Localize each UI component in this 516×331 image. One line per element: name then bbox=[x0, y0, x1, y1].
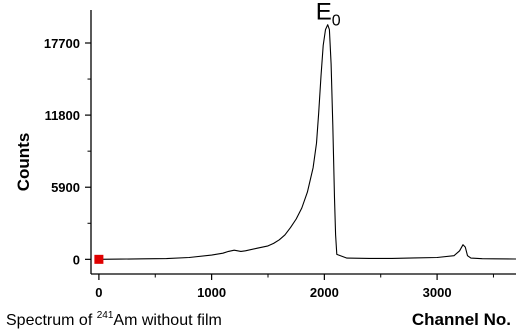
peak-annotation: E0 bbox=[316, 0, 341, 29]
x-tick-label-2000: 2000 bbox=[310, 285, 339, 300]
x-tick-label-3000: 3000 bbox=[423, 285, 452, 300]
y-tick-label-0: 0 bbox=[73, 252, 80, 267]
caption-superscript: 241 bbox=[97, 310, 114, 321]
origin-marker bbox=[94, 254, 104, 264]
peak-annotation-sub: 0 bbox=[332, 12, 341, 29]
x-tick-label-1000: 1000 bbox=[197, 285, 226, 300]
ticks: 0 1000 2000 3000 0 5900 11800 17700 bbox=[44, 36, 494, 300]
y-tick-label-11800: 11800 bbox=[45, 108, 80, 123]
x-tick-label-0: 0 bbox=[95, 285, 102, 300]
x-axis-label: Channel No. bbox=[412, 310, 511, 329]
caption-prefix: Spectrum of bbox=[6, 312, 97, 329]
series-line-0 bbox=[98, 24, 516, 260]
peak-annotation-main: E bbox=[316, 0, 332, 25]
y-tick-label-5900: 5900 bbox=[51, 180, 80, 195]
caption: Spectrum of 241Am without film bbox=[6, 310, 222, 329]
series-layer bbox=[94, 24, 516, 264]
axes bbox=[90, 10, 516, 275]
caption-suffix: Am without film bbox=[113, 312, 221, 329]
y-tick-label-17700: 17700 bbox=[44, 36, 80, 51]
y-axis-label: Counts bbox=[14, 133, 33, 192]
